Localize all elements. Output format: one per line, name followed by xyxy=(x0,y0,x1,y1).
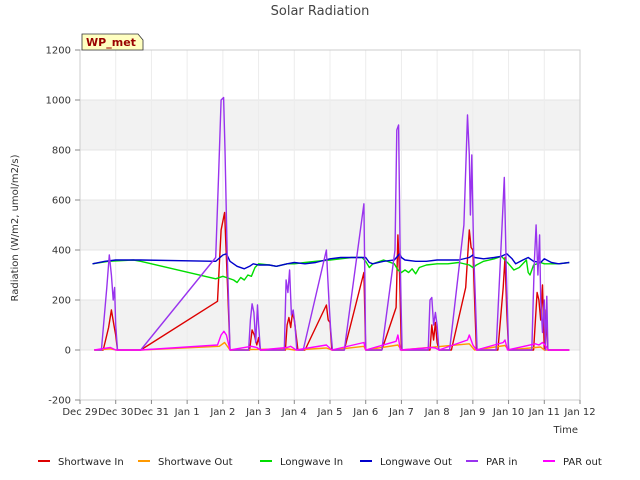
series-line-par-out xyxy=(94,330,570,351)
y-tick-label: 400 xyxy=(52,246,71,257)
y-axis-ticks: -200 0 200 400 600 800 1000 1200 xyxy=(46,46,80,407)
x-tick-label: Jan 12 xyxy=(563,407,595,418)
x-tick-label: Jan 2 xyxy=(209,407,235,418)
y-tick-label: 1200 xyxy=(46,46,71,57)
legend-label: PAR out xyxy=(563,457,602,468)
series-line-longwave-in xyxy=(92,255,570,284)
legend: Shortwave In Shortwave Out Longwave In Long… xyxy=(38,457,602,468)
x-tick-label: Jan 3 xyxy=(245,407,271,418)
x-tick-label: Dec 31 xyxy=(134,407,169,418)
x-tick-label: Jan 5 xyxy=(317,407,343,418)
x-tick-label: Dec 30 xyxy=(98,407,133,418)
y-axis-title: Radiation (W/m2, umol/m2/s) xyxy=(10,154,21,301)
series-layer xyxy=(92,96,570,351)
station-badge: WP_met xyxy=(81,33,144,51)
chart-title: Solar Radiation xyxy=(271,4,370,19)
legend-label: Longwave Out xyxy=(380,457,452,468)
x-axis-title: Time xyxy=(553,425,578,436)
x-axis-ticks: Dec 29 Dec 30 Dec 31 Jan 1 Jan 2 Jan 3 Jan 4 Ja… xyxy=(62,400,596,418)
x-tick-label: Jan 6 xyxy=(352,407,378,418)
x-tick-label: Jan 10 xyxy=(492,407,524,418)
x-tick-label: Jan 7 xyxy=(388,407,414,418)
x-tick-label: Jan 8 xyxy=(424,407,450,418)
x-tick-label: Jan 11 xyxy=(528,407,560,418)
x-tick-label: Dec 29 xyxy=(62,407,97,418)
y-tick-label: 800 xyxy=(52,146,71,157)
y-tick-label: 200 xyxy=(52,296,71,307)
y-tick-label: 1000 xyxy=(46,96,71,107)
series-line-longwave-out xyxy=(92,253,570,270)
badge-label: WP_met xyxy=(86,36,136,49)
legend-label: Longwave In xyxy=(280,457,343,468)
x-tick-label: Jan 1 xyxy=(174,407,200,418)
y-tick-label: 600 xyxy=(52,196,71,207)
series-line-par-in xyxy=(94,96,570,351)
legend-label: Shortwave In xyxy=(58,457,124,468)
y-tick-label: 0 xyxy=(65,346,71,357)
legend-label: Shortwave Out xyxy=(158,457,233,468)
x-tick-label: Jan 4 xyxy=(281,407,307,418)
y-tick-label: -200 xyxy=(48,396,71,407)
legend-label: PAR in xyxy=(486,457,517,468)
x-tick-label: Jan 9 xyxy=(459,407,485,418)
badge-shape xyxy=(81,33,144,51)
